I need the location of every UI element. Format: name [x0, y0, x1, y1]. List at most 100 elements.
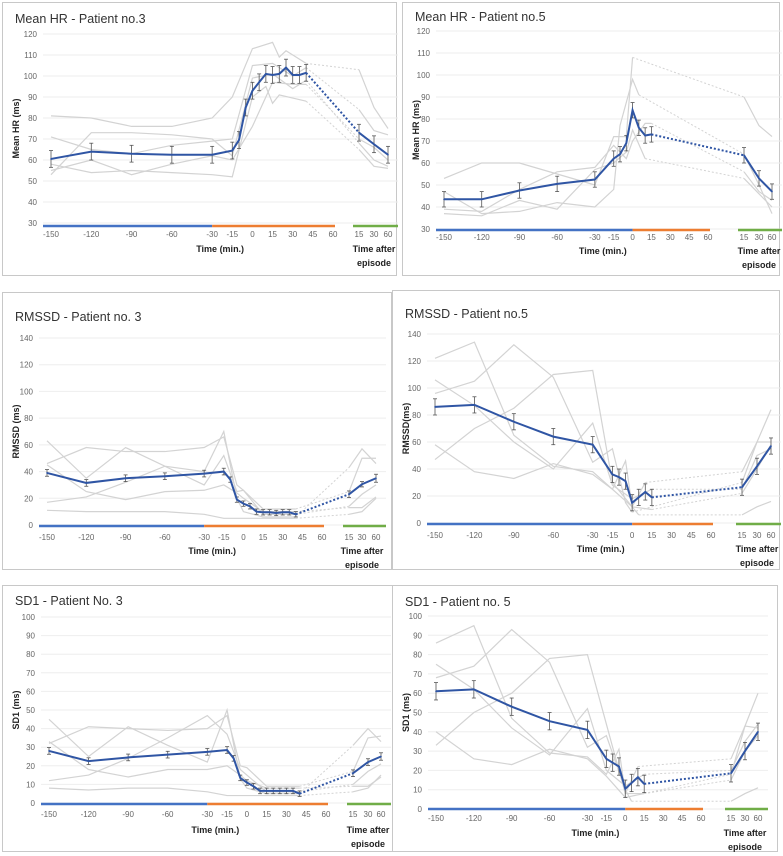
mean-point [229, 478, 232, 481]
mean-point [586, 729, 589, 731]
individual-series-line [434, 369, 640, 516]
x-tick-label: 30 [667, 531, 676, 540]
mean-point [271, 74, 274, 76]
mean-point [130, 152, 133, 155]
mean-series-gap-line [305, 72, 360, 134]
post-x-tick-label: 15 [345, 533, 354, 542]
mean-point [473, 404, 476, 406]
y-tick-label: 30 [28, 219, 37, 228]
mean-point [380, 755, 382, 758]
x-tick-label: -30 [202, 810, 214, 819]
chart-title: RMSSD - Patient no. 3 [15, 310, 141, 324]
individual-series-post-line [348, 484, 377, 507]
mean-point [480, 198, 483, 201]
post-axis-label: Time after [724, 828, 767, 838]
x-tick-label: -90 [506, 814, 518, 823]
mean-point [239, 777, 242, 779]
post-axis-label: Time after [738, 246, 781, 256]
y-tick-label: 30 [421, 225, 430, 234]
y-tick-label: 50 [421, 181, 430, 190]
individual-series-gap-line [644, 779, 732, 795]
mean-point [770, 445, 772, 447]
x-tick-label: -30 [587, 531, 599, 540]
chart-panel-sd1-patient-5: SD1 - Patient no. 5 0 10 20 30 40 50 60 70 80 90 10… [392, 585, 778, 852]
mean-series-gap-line [651, 486, 743, 499]
individual-series-post-line [741, 448, 772, 490]
y-tick-label: 0 [417, 519, 422, 528]
y-tick-label: 70 [421, 137, 430, 146]
mean-point [90, 150, 93, 153]
x-tick-label: -150 [427, 531, 444, 540]
x-tick-label: -60 [159, 533, 171, 542]
chart-panel-sd1-patient-3: SD1 - Patient No. 3 0 10 20 30 40 50 60 70 80 90 10… [2, 585, 397, 852]
mean-point [222, 470, 225, 473]
individual-series-post-line [353, 776, 382, 787]
x-tick-label: 60 [707, 531, 716, 540]
y-tick-label: 40 [24, 468, 33, 477]
y-tick-label: 60 [421, 159, 430, 168]
post-x-tick-label: 30 [741, 814, 750, 823]
mean-point [611, 761, 614, 764]
mean-point [443, 198, 445, 201]
mean-point [643, 783, 646, 785]
x-axis-label: Time (min.) [196, 244, 244, 254]
mean-point [203, 472, 205, 475]
x-tick-label: 15 [647, 233, 656, 242]
post-axis-label: episode [351, 839, 385, 849]
mean-point [631, 109, 634, 111]
mean-point [644, 134, 646, 137]
post-x-tick-label: 60 [768, 233, 777, 242]
y-tick-label: 90 [28, 93, 37, 102]
post-x-tick-label: 60 [377, 810, 386, 819]
y-tick-label: 40 [26, 725, 35, 734]
individual-series-gap-line [645, 471, 743, 483]
post-axis-label: Time after [347, 825, 390, 835]
chart-panel-mean-hr-patient-3: Mean HR - Patient no.3 30 40 50 60 70 80 90 100 1… [2, 2, 398, 276]
individual-series-gap-line [651, 492, 743, 510]
y-tick-label: 100 [417, 71, 431, 80]
individual-series-post-line [358, 142, 389, 167]
mean-point [50, 158, 52, 160]
mean-point [650, 133, 653, 136]
individual-series-line [48, 787, 300, 797]
mean-point [265, 73, 267, 75]
mean-point [556, 183, 558, 185]
individual-series-gap-line [299, 770, 354, 787]
individual-series-post-line [743, 171, 773, 201]
mean-point [226, 749, 228, 751]
x-tick-label: 45 [685, 233, 694, 242]
individual-series-line [435, 731, 645, 799]
individual-series-gap-line [645, 158, 745, 179]
individual-series-post-line [358, 149, 389, 169]
mean-point [279, 790, 281, 792]
x-tick-label: -120 [466, 531, 483, 540]
x-axis-label: Time (min.) [579, 246, 627, 256]
mean-point [262, 511, 264, 514]
individual-series-gap-line [295, 491, 350, 510]
mean-point [513, 420, 515, 423]
mean-point [258, 81, 260, 84]
mean-point [605, 758, 608, 760]
individual-series-gap-line [299, 744, 354, 795]
mean-point [637, 496, 640, 499]
mean-point [361, 483, 363, 486]
chart-svg: RMSSD - Patient no. 3 0 20 40 60 80 100 120 140 R… [11, 310, 386, 570]
mean-point [238, 139, 240, 141]
y-tick-label: 120 [417, 27, 431, 36]
x-tick-label: 45 [302, 810, 311, 819]
mean-point [743, 154, 745, 157]
mean-point [87, 760, 90, 762]
mean-point [611, 473, 614, 476]
post-axis-label: episode [742, 260, 776, 270]
y-tick-label: 60 [26, 687, 35, 696]
y-tick-label: 100 [409, 612, 423, 621]
y-tick-label: 0 [29, 521, 34, 530]
chart-title: SD1 - Patient no. 5 [405, 595, 511, 609]
y-tick-label: 140 [408, 330, 422, 339]
x-tick-label: -30 [206, 230, 218, 239]
y-tick-label: 80 [412, 411, 421, 420]
y-tick-label: 120 [24, 30, 38, 39]
x-tick-label: 15 [640, 814, 649, 823]
mean-point [756, 465, 758, 468]
individual-series-line [434, 379, 653, 500]
